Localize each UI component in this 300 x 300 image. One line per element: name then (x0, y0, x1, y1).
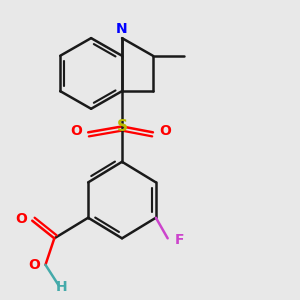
Text: F: F (175, 233, 184, 247)
Text: O: O (159, 124, 171, 138)
Text: O: O (70, 124, 82, 138)
Text: O: O (15, 212, 27, 226)
Text: H: H (56, 280, 68, 294)
Text: O: O (28, 258, 40, 272)
Text: S: S (116, 119, 128, 134)
Text: N: N (116, 22, 128, 36)
